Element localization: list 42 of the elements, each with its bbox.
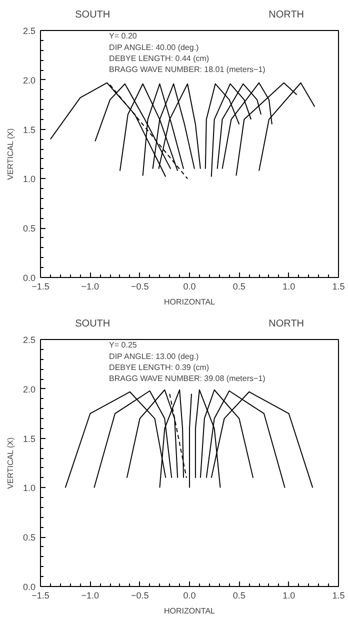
y-tick-label: 0.5	[22, 224, 36, 234]
y-tick-label: 1.0	[22, 483, 36, 494]
x-tick-label: 0.0	[183, 590, 196, 600]
text: NORTH	[268, 10, 304, 20]
x-tick-label: 0.5	[232, 282, 246, 292]
y-tick-label: 2.5	[22, 26, 36, 36]
y-tick-label: 2.5	[22, 335, 36, 345]
x-axis-title: HORIZONTAL	[164, 298, 216, 306]
x-tick-label: 1.5	[332, 282, 345, 292]
text: SOUTH	[75, 318, 110, 330]
text: SOUTH	[75, 10, 110, 20]
x-tick-label: −1.0	[81, 282, 100, 292]
y-tick-label: 2.0	[22, 75, 36, 86]
y-tick-label: 1.5	[22, 434, 36, 444]
y-tick-label: 0.5	[22, 532, 36, 543]
x-tick-label: −0.5	[130, 590, 149, 600]
annotation: BRAGG WAVE NUMBER: 18.01 (meters−1)	[109, 65, 266, 74]
y-tick-label: 2.0	[22, 384, 36, 394]
y-tick-label: 1.0	[22, 174, 36, 184]
x-tick-label: −0.5	[130, 282, 149, 292]
x-tick-label: −1.5	[32, 282, 50, 292]
y-tick-label: 1.5	[22, 124, 36, 135]
x-tick-label: −1.0	[81, 590, 100, 600]
y-axis-title: VERTICAL (X)	[6, 128, 15, 180]
x-axis-title: HORIZONTAL	[164, 606, 216, 616]
annotation: BRAGG WAVE NUMBER: 39.08 (meters−1)	[109, 374, 266, 384]
x-tick-label: 1.0	[282, 590, 296, 600]
x-tick-label: −1.5	[32, 590, 50, 600]
x-tick-label: 0.0	[183, 282, 196, 292]
annotation: DIP ANGLE: 40.00 (deg.)	[109, 42, 200, 52]
text: NORTH	[268, 318, 304, 330]
annotation: DIP ANGLE: 13.00 (deg.)	[109, 352, 200, 361]
y-tick-label: 0.0	[22, 582, 36, 592]
x-tick-label: 1.5	[332, 590, 345, 600]
annotation: Y= 0.20	[109, 32, 138, 41]
x-tick-label: 1.0	[282, 282, 296, 292]
y-axis-title: VERTICAL (X)	[6, 437, 15, 489]
annotation: DEBYE LENGTH: 0.44 (cm)	[109, 54, 210, 63]
annotation: DEBYE LENGTH: 0.39 (cm)	[109, 362, 210, 372]
y-tick-label: 0.0	[22, 273, 36, 283]
annotation: Y= 0.25	[109, 340, 138, 350]
x-tick-label: 0.5	[232, 590, 246, 600]
